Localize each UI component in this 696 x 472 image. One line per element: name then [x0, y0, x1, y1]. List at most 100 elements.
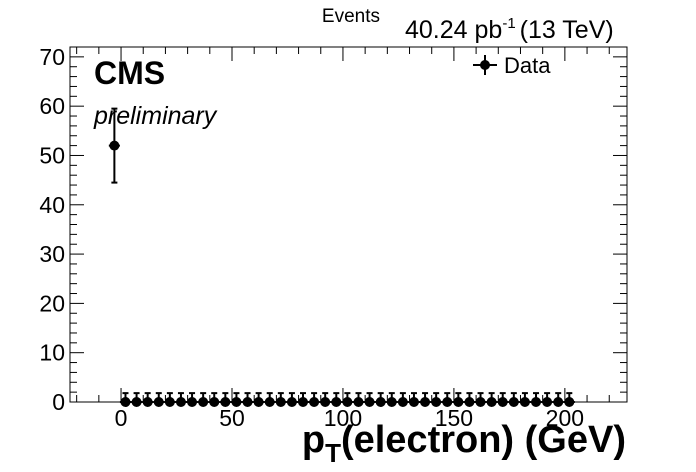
data-marker: [187, 397, 198, 407]
data-marker: [242, 397, 253, 407]
data-point: [330, 392, 342, 407]
x-axis-title-rest: (electron) (GeV): [341, 419, 626, 461]
data-marker: [508, 397, 519, 407]
data-marker: [375, 397, 386, 407]
data-marker: [386, 397, 397, 407]
y-tick-label: 60: [39, 93, 65, 119]
legend-label: Data: [504, 53, 551, 78]
data-marker: [320, 397, 331, 407]
data-point: [463, 392, 475, 407]
y-tick-label: 70: [39, 44, 65, 70]
data-point: [219, 392, 231, 407]
data-marker: [131, 397, 142, 407]
data-marker: [198, 397, 209, 407]
y-axis-title: Events: [322, 6, 380, 27]
data-marker: [264, 397, 275, 407]
data-point: [230, 392, 242, 407]
data-point: [297, 392, 309, 407]
data-point: [541, 392, 553, 407]
x-tick-label: 100: [324, 405, 362, 431]
data-point: [197, 392, 209, 407]
data-marker: [442, 397, 453, 407]
y-tick-label: 0: [52, 389, 65, 415]
data-point: [364, 392, 376, 407]
x-axis-title: pT(electron) (GeV): [302, 419, 626, 468]
data-marker: [519, 397, 530, 407]
data-point: [308, 392, 320, 407]
data-point: [275, 392, 287, 407]
data-marker: [397, 397, 408, 407]
data-marker: [531, 397, 542, 407]
data-marker: [353, 397, 364, 407]
data-point: [352, 392, 365, 407]
data-point: [131, 392, 143, 407]
data-marker: [331, 397, 342, 407]
cms-label: CMS: [94, 55, 165, 91]
x-tick-label: 200: [546, 405, 584, 431]
x-tick-label: 150: [435, 405, 473, 431]
data-point: [419, 392, 431, 407]
data-point: [253, 392, 265, 407]
data-marker: [209, 397, 220, 407]
axis-ticks: [70, 46, 627, 403]
data-marker: [286, 397, 297, 407]
data-point: [519, 392, 531, 407]
data-marker: [142, 397, 153, 407]
data-marker: [309, 397, 320, 407]
data-marker: [408, 397, 419, 407]
data-marker: [542, 397, 553, 407]
energy-label: (13 TeV): [520, 16, 614, 44]
data-point: [241, 392, 254, 407]
data-marker: [431, 397, 442, 407]
data-marker: [464, 397, 475, 407]
data-point: [142, 392, 154, 407]
data-marker: [553, 397, 564, 407]
luminosity-label: 40.24 pb-1 (13 TeV): [405, 15, 614, 44]
y-tick-label: 50: [39, 142, 65, 168]
legend: Data: [473, 53, 551, 78]
y-tick-label: 30: [39, 241, 65, 267]
legend-marker: [480, 60, 490, 70]
data-point: [108, 107, 120, 184]
data-marker: [342, 397, 353, 407]
luminosity-value: 40.24 pb: [405, 16, 502, 44]
x-axis-title-p: p: [302, 419, 325, 461]
y-tick-label: 40: [39, 192, 65, 218]
data-point: [375, 392, 387, 407]
data-points: [108, 107, 575, 407]
data-marker: [231, 397, 242, 407]
data-marker: [120, 397, 131, 407]
data-point: [474, 392, 487, 407]
data-marker: [109, 140, 120, 151]
x-tick-label: 0: [115, 405, 128, 431]
data-marker: [175, 397, 186, 407]
data-point: [153, 392, 165, 407]
data-marker: [564, 397, 575, 407]
x-axis-title-subscript: T: [325, 438, 341, 468]
data-marker: [453, 397, 464, 407]
y-tick-label: 20: [39, 290, 65, 316]
data-point: [397, 392, 409, 407]
data-point: [552, 392, 564, 407]
data-marker: [220, 397, 231, 407]
data-point: [508, 392, 520, 407]
data-marker: [497, 397, 508, 407]
data-marker: [253, 397, 264, 407]
data-point: [497, 392, 509, 407]
data-point: [341, 392, 353, 407]
data-point: [208, 392, 220, 407]
data-marker: [420, 397, 431, 407]
data-marker: [164, 397, 175, 407]
data-point: [119, 392, 132, 407]
data-marker: [153, 397, 164, 407]
data-point: [264, 392, 276, 407]
data-point: [319, 392, 331, 407]
data-marker: [475, 397, 486, 407]
data-marker: [364, 397, 375, 407]
luminosity-exponent: -1: [502, 15, 515, 32]
data-point: [530, 392, 542, 407]
axis-tick-labels: 0 10 20 30 40 50 60 70 0 50 100 150 200: [39, 44, 584, 431]
data-point: [175, 392, 187, 407]
data-marker: [486, 397, 497, 407]
